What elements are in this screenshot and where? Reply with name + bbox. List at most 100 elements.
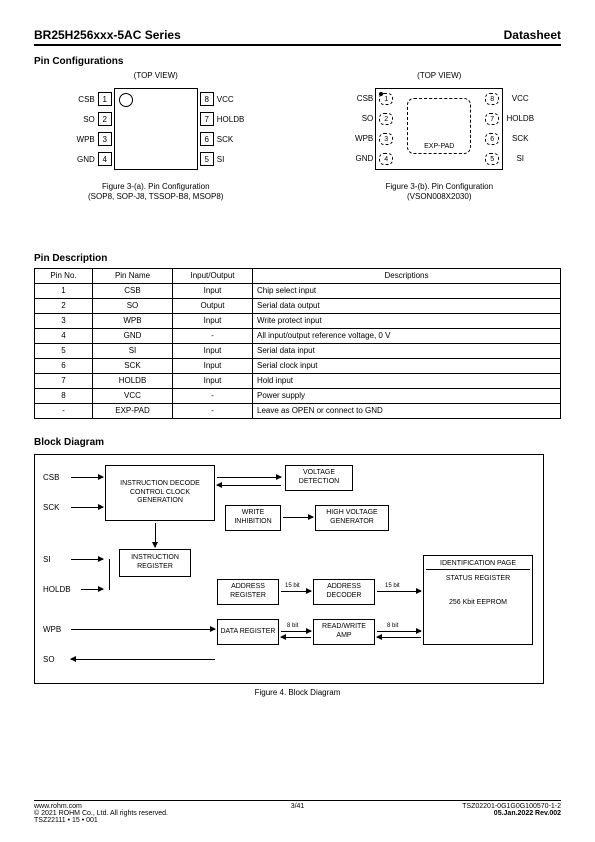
pin-box: 4 [98,152,112,166]
table-cell: 4 [35,328,93,343]
pin-label: SO [66,115,98,124]
pin-label: SI [505,154,535,163]
pin-box: 7 [485,113,499,125]
pin-label: CSB [66,95,98,104]
box-hv-gen: HIGH VOLTAGE GENERATOR [315,505,389,531]
pin-config-section: (TOP VIEW) CSB1 SO2 WPB3 GND4 VCC8 HOLDB… [34,71,561,203]
table-cell: 5 [35,343,93,358]
page-header: BR25H256xxx-5AC Series Datasheet [34,28,561,46]
package-b: (TOP VIEW) EXP-PAD 1 2 3 4 CSB SO WPB GN… [318,71,562,203]
pin-box: 1 [379,93,393,105]
table-header: Pin No. [35,268,93,283]
table-header: Pin Name [93,268,173,283]
table-row: -EXP-PAD-Leave as OPEN or connect to GND [35,403,561,418]
pin-box: 3 [98,132,112,146]
pkg-b-caption: Figure 3-(b). Pin Configuration (VSON008… [318,182,562,203]
table-cell: Leave as OPEN or connect to GND [253,403,561,418]
table-cell: Chip select input [253,283,561,298]
table-cell: HOLDB [93,373,173,388]
box-memory: IDENTIFICATION PAGE STATUS REGISTER 256 … [423,555,533,645]
table-row: 8VCC-Power supply [35,388,561,403]
topview-label: (TOP VIEW) [34,71,278,80]
pin-box: 6 [485,133,499,145]
block-diagram-caption: Figure 4. Block Diagram [34,688,561,697]
bus-label: 8 bit [387,623,398,629]
input-sck: SCK [43,503,59,512]
pin-label: SI [214,155,246,164]
pkg-a-diagram: CSB1 SO2 WPB3 GND4 VCC8 HOLDB7 SCK6 SI5 [66,84,246,174]
table-cell: SCK [93,358,173,373]
pin-label: VCC [505,94,535,103]
table-row: 3WPBInputWrite protect input [35,313,561,328]
bus-label: 15 bit [285,583,300,589]
table-row: 7HOLDBInputHold input [35,373,561,388]
pin-box: 5 [200,152,214,166]
table-cell: - [35,403,93,418]
pin-label: SCK [505,134,535,143]
table-cell: Input [173,358,253,373]
pin-box: 8 [200,92,214,106]
table-cell: 6 [35,358,93,373]
table-cell: Serial data output [253,298,561,313]
pin-desc-title: Pin Description [34,253,561,264]
pin-label: CSB [343,94,373,103]
box-volt-det: VOLTAGE DETECTION [285,465,353,491]
table-cell: Serial clock input [253,358,561,373]
series-title: BR25H256xxx-5AC Series [34,28,181,42]
topview-label: (TOP VIEW) [318,71,562,80]
table-cell: Serial data input [253,343,561,358]
table-cell: CSB [93,283,173,298]
table-cell: Input [173,313,253,328]
pin-box: 4 [379,153,393,165]
table-cell: Input [173,373,253,388]
table-cell: 1 [35,283,93,298]
box-rw-amp: READ/WRITE AMP [313,619,375,645]
table-header: Descriptions [253,268,561,283]
input-wpb: WPB [43,625,61,634]
input-so: SO [43,655,55,664]
table-cell: VCC [93,388,173,403]
box-addr-reg: ADDRESS REGISTER [217,579,279,605]
pkg-a-caption: Figure 3-(a). Pin Configuration (SOP8, S… [34,182,278,203]
table-row: 6SCKInputSerial clock input [35,358,561,373]
pin-box: 2 [379,113,393,125]
table-cell: SI [93,343,173,358]
table-cell: Output [173,298,253,313]
table-cell: - [173,328,253,343]
table-cell: Power supply [253,388,561,403]
box-inst-reg: INSTRUCTION REGISTER [119,549,191,577]
footer-url: www.rohm.com [34,803,82,810]
table-header: Input/Output [173,268,253,283]
table-cell: Input [173,283,253,298]
exp-pad: EXP-PAD [407,98,471,154]
table-cell: - [173,388,253,403]
pin-box: 5 [485,153,499,165]
table-cell: 7 [35,373,93,388]
pin-label: HOLDB [214,115,246,124]
pin-label: WPB [66,135,98,144]
table-cell: 3 [35,313,93,328]
pin-label: WPB [343,134,373,143]
page-footer: www.rohm.com © 2021 ROHM Co., Ltd. All r… [34,800,561,824]
table-row: 4GND-All input/output reference voltage,… [35,328,561,343]
table-cell: Write protect input [253,313,561,328]
box-addr-dec: ADDRESS DECODER [313,579,375,605]
box-write-inh: WRITE INHIBITION [225,505,281,531]
block-diagram: CSB SCK SI HOLDB WPB SO INSTRUCTION DECO… [34,454,544,684]
pin-label: VCC [214,95,246,104]
pin-label: SCK [214,135,246,144]
table-row: 1CSBInputChip select input [35,283,561,298]
table-cell: 2 [35,298,93,313]
table-cell: Input [173,343,253,358]
table-cell: Hold input [253,373,561,388]
package-a: (TOP VIEW) CSB1 SO2 WPB3 GND4 VCC8 HOLDB… [34,71,278,203]
pin-box: 2 [98,112,112,126]
block-diagram-title: Block Diagram [34,437,561,448]
input-csb: CSB [43,473,59,482]
box-data-reg: DATA REGISTER [217,619,279,645]
bus-label: 15 bit [385,583,400,589]
footer-copyright: © 2021 ROHM Co., Ltd. All rights reserve… [34,810,168,817]
pin-label: HOLDB [505,114,535,123]
pkg-b-diagram: EXP-PAD 1 2 3 4 CSB SO WPB GND 8 7 6 5 V… [339,84,539,174]
pin-label: SO [343,114,373,123]
